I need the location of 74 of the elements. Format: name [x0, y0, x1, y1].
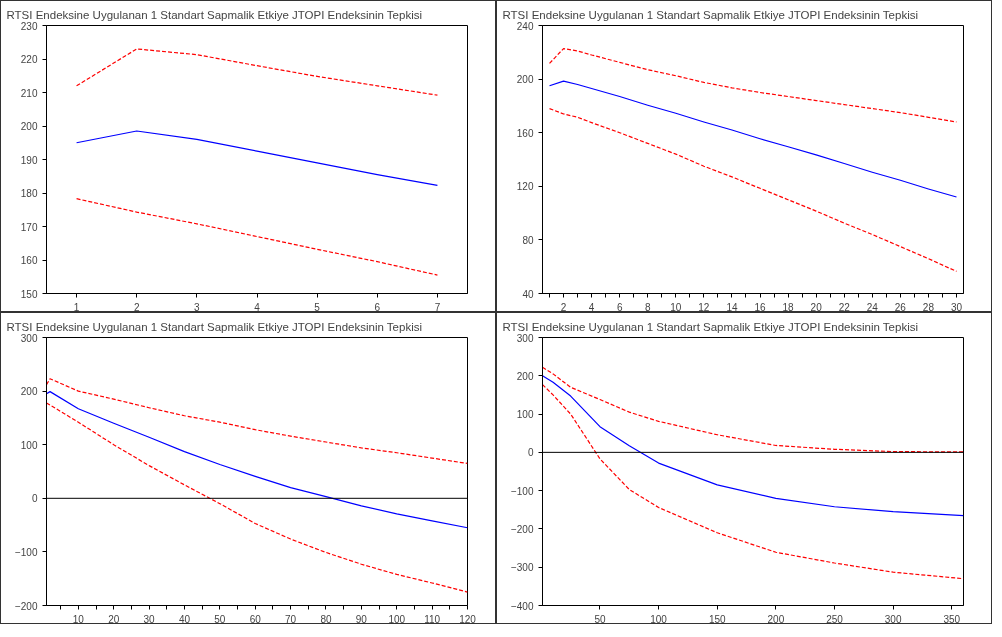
x-tick-label: 150 [708, 613, 727, 625]
x-tick-label: 30 [950, 301, 963, 313]
x-tick-label: 100 [388, 613, 406, 625]
x-tick-label: 3 [194, 301, 201, 313]
y-tick-label: 120 [516, 181, 534, 193]
x-tick-label: 8 [644, 301, 651, 313]
y-tick-label: −100 [510, 485, 534, 497]
x-tick-label: 110 [424, 613, 441, 625]
y-tick-label: 100 [20, 439, 38, 451]
x-tick-label: 40 [178, 613, 191, 625]
x-tick-label: 50 [594, 613, 606, 625]
x-tick-label: 10 [670, 301, 682, 313]
y-tick-label: 100 [516, 409, 534, 421]
x-tick-label: 18 [782, 301, 795, 313]
x-tick-label: 60 [249, 613, 262, 625]
x-tick-label: 1 [73, 301, 80, 313]
y-tick-label: 220 [20, 54, 38, 65]
x-tick-label: 90 [355, 613, 368, 625]
y-tick-label: 300 [20, 332, 38, 344]
chart-title: RTSI Endeksine Uygulanan 1 Standart Sapmalik Etkiye JTOPI Endeksinin Tepkisi [502, 8, 918, 21]
x-tick-label: 10 [72, 613, 85, 625]
x-tick-label: 250 [826, 613, 844, 625]
chart-title: RTSI Endeksine Uygulanan 1 Standart Sapmalik Etkiye JTOPI Endeksinin Tepkisi [502, 320, 918, 333]
x-tick-label: 350 [943, 613, 961, 625]
x-tick-label: 4 [588, 301, 595, 313]
x-tick-label: 300 [884, 613, 902, 625]
x-tick-label: 6 [616, 301, 623, 313]
y-tick-label: −100 [14, 546, 38, 558]
y-tick-label: 180 [20, 188, 38, 199]
y-tick-label: 190 [20, 154, 38, 166]
x-tick-label: 12 [698, 301, 710, 313]
chart-title: RTSI Endeksine Uygulanan 1 Standart Sapmalik Etkiye JTOPI Endeksinin Tepkisi [6, 8, 422, 21]
y-tick-label: 230 [20, 20, 38, 32]
x-tick-label: 20 [810, 301, 823, 313]
y-tick-label: 80 [522, 234, 534, 246]
y-tick-label: −200 [14, 600, 38, 612]
x-tick-label: 22 [838, 301, 851, 313]
x-tick-label: 100 [650, 613, 668, 625]
y-tick-label: 0 [31, 493, 38, 505]
y-tick-label: 240 [516, 20, 534, 32]
x-tick-label: 28 [922, 301, 935, 313]
y-tick-label: 200 [20, 386, 38, 398]
y-tick-label: 40 [522, 288, 534, 300]
x-tick-label: 2 [560, 301, 567, 313]
y-tick-label: 200 [516, 370, 534, 382]
x-tick-label: 16 [754, 301, 767, 313]
x-tick-label: 6 [374, 301, 381, 313]
x-tick-label: 5 [314, 301, 321, 313]
y-tick-label: 160 [20, 255, 38, 266]
y-tick-label: 170 [20, 221, 38, 233]
chart-title: RTSI Endeksine Uygulanan 1 Standart Sapmalik Etkiye JTOPI Endeksinin Tepkisi [6, 320, 422, 333]
y-tick-label: 160 [516, 127, 534, 139]
x-tick-label: 30 [143, 613, 156, 625]
y-tick-label: −200 [510, 523, 534, 535]
y-tick-label: 150 [20, 288, 38, 300]
x-tick-label: 4 [254, 301, 261, 313]
x-tick-label: 24 [866, 301, 879, 313]
x-tick-label: 7 [434, 301, 441, 313]
y-tick-label: 200 [20, 121, 38, 132]
x-tick-label: 2 [133, 301, 140, 313]
x-tick-label: 20 [108, 613, 120, 625]
x-tick-label: 80 [320, 613, 332, 625]
x-tick-label: 70 [285, 613, 297, 625]
y-tick-label: −300 [510, 562, 534, 574]
x-tick-label: 120 [459, 613, 477, 625]
x-tick-label: 26 [894, 301, 907, 313]
x-tick-label: 14 [726, 301, 738, 313]
y-tick-label: 210 [20, 87, 38, 99]
y-tick-label: −400 [510, 600, 534, 612]
x-tick-label: 50 [214, 613, 226, 625]
y-tick-label: 0 [527, 447, 534, 459]
y-tick-label: 200 [516, 74, 534, 86]
x-tick-label: 200 [767, 613, 785, 625]
y-tick-label: 300 [516, 332, 534, 344]
